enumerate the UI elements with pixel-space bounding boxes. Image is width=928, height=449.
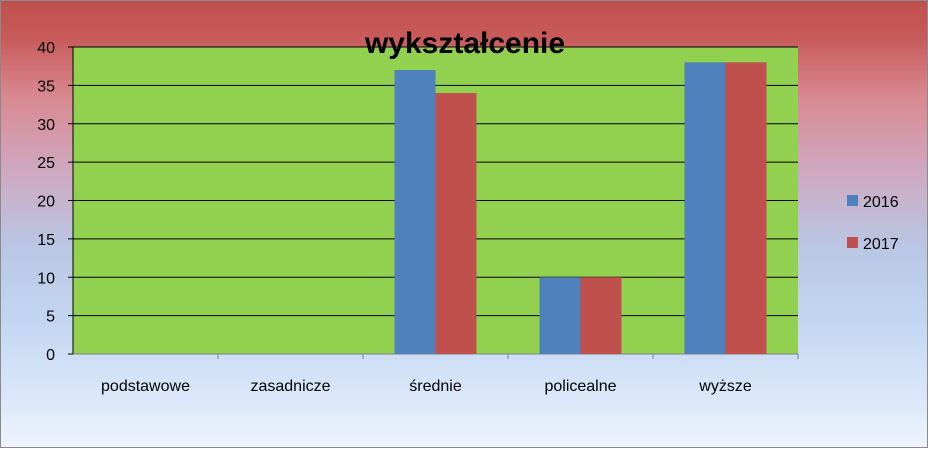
x-tick-label: policealne	[544, 378, 616, 395]
y-tick-label: 35	[37, 78, 55, 95]
bar-2016-policealne	[539, 277, 581, 354]
y-tick-label: 15	[37, 232, 55, 249]
chart-title: wykształcenie	[364, 27, 565, 60]
y-tick-label: 10	[37, 270, 55, 287]
y-tick-label: 20	[37, 194, 55, 211]
y-tick-label: 30	[37, 117, 55, 134]
legend-swatch-2017	[847, 237, 858, 248]
x-tick-label: zasadnicze	[250, 378, 330, 395]
bars	[394, 62, 767, 355]
legend-label-2016: 2016	[863, 194, 899, 211]
y-tick-label: 0	[46, 347, 55, 364]
bar-2017-średnie	[435, 93, 477, 355]
bar-2017-wyższe	[725, 62, 767, 354]
x-tick-label: podstawowe	[101, 378, 190, 395]
x-tick-label: średnie	[409, 378, 462, 395]
x-tick-label: wyższe	[698, 378, 752, 395]
y-tick-label: 40	[37, 40, 55, 57]
legend-swatch-2016	[847, 195, 858, 206]
y-tick-label: 5	[46, 309, 55, 326]
x-axis-ticks: podstawowe zasadnicze średnie policealne wyż…	[101, 378, 752, 395]
bar-2017-policealne	[580, 277, 622, 354]
y-axis-ticks: 0 5 10 15 20 25 30 35 40	[37, 40, 55, 364]
legend-label-2017: 2017	[863, 236, 899, 253]
bar-2016-średnie	[394, 70, 436, 355]
y-tick-label: 25	[37, 155, 55, 172]
legend: 2016 2017	[847, 194, 899, 253]
bar-2016-wyższe	[684, 62, 726, 354]
